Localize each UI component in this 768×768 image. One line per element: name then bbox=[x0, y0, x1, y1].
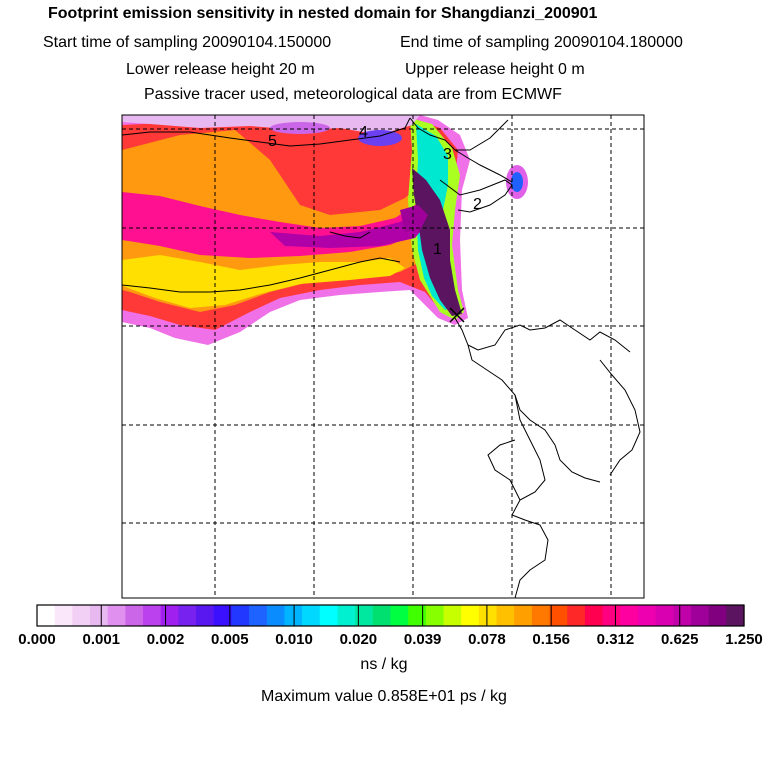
lat-lon-grid bbox=[122, 115, 644, 598]
colorbar-swatch bbox=[726, 605, 745, 626]
colorbar-tick-label: 0.156 bbox=[532, 631, 570, 648]
colorbar-swatch bbox=[390, 605, 409, 626]
colorbar-tick-label: 0.010 bbox=[275, 631, 313, 648]
colorbar bbox=[36, 604, 745, 627]
start-time-label: Start time of sampling 20090104.150000 bbox=[43, 34, 332, 51]
colorbar-units: ns / kg bbox=[360, 656, 408, 673]
border-central bbox=[329, 231, 371, 239]
border-north bbox=[122, 117, 411, 147]
footprint-field bbox=[122, 115, 528, 345]
colorbar-swatch bbox=[107, 605, 126, 626]
footprint-top-blob bbox=[358, 130, 402, 146]
colorbar-tick-label: 0.625 bbox=[660, 631, 699, 648]
footprint-plume-yellow bbox=[122, 255, 405, 308]
release-site-marker bbox=[449, 307, 465, 323]
colorbar-swatch bbox=[708, 605, 727, 626]
colorbar-swatch bbox=[372, 605, 392, 626]
colorbar-swatch bbox=[584, 605, 604, 626]
trajectory-label-2: 2 bbox=[473, 196, 482, 213]
colorbar-swatch bbox=[637, 605, 657, 626]
colorbar-swatch bbox=[284, 605, 303, 626]
border-inner-mongolia bbox=[122, 257, 401, 293]
colorbar-swatch bbox=[143, 605, 162, 626]
colorbar-tick-label: 0.005 bbox=[211, 631, 249, 648]
trajectory-label-1: 1 bbox=[433, 241, 442, 258]
colorbar-swatch bbox=[249, 605, 268, 626]
footprint-top-blob-2 bbox=[270, 122, 330, 134]
colorbar-swatch bbox=[496, 605, 515, 626]
colorbar-swatch bbox=[90, 605, 109, 626]
colorbar-swatch bbox=[673, 605, 692, 626]
coastline-shandong bbox=[454, 317, 631, 353]
colorbar-swatch bbox=[461, 605, 480, 626]
colorbar-swatch bbox=[408, 605, 427, 626]
colorbar-swatch bbox=[213, 605, 233, 626]
colorbar-swatch bbox=[37, 605, 56, 626]
colorbar-swatch bbox=[178, 605, 197, 626]
colorbar-swatch bbox=[160, 605, 180, 626]
coastlines bbox=[122, 117, 641, 598]
colorbar-tick-label: 0.001 bbox=[82, 631, 121, 648]
colorbar-swatch bbox=[319, 605, 339, 626]
colorbar-swatch bbox=[337, 605, 356, 626]
footprint-plume-purple bbox=[270, 212, 428, 248]
colorbar-swatch bbox=[196, 605, 215, 626]
colorbar-swatch bbox=[443, 605, 462, 626]
footprint-core bbox=[412, 168, 462, 316]
colorbar-swatch bbox=[531, 605, 551, 626]
colorbar-swatch bbox=[266, 605, 286, 626]
colorbar-frame bbox=[36, 604, 745, 627]
lower-height-label: Lower release height 20 m bbox=[126, 61, 315, 78]
trajectory-label-5: 5 bbox=[268, 133, 277, 150]
plot-title: Footprint emission sensitivity in nested… bbox=[48, 5, 598, 22]
trajectory-label-4: 4 bbox=[359, 124, 368, 141]
colorbar-tick-label: 0.002 bbox=[146, 631, 185, 648]
map-frame bbox=[121, 114, 645, 599]
colorbar-swatch bbox=[302, 605, 321, 626]
colorbar-swatch bbox=[602, 605, 621, 626]
colorbar-swatch bbox=[690, 605, 710, 626]
colorbar-swatch bbox=[72, 605, 91, 626]
colorbar-swatch bbox=[231, 605, 250, 626]
footprint-top-streak bbox=[122, 115, 420, 135]
colorbar-tick-label: 0.078 bbox=[468, 631, 506, 648]
colorbar-swatch bbox=[425, 605, 445, 626]
colorbar-swatch bbox=[514, 605, 533, 626]
tracer-note: Passive tracer used, meteorological data… bbox=[144, 86, 562, 103]
footprint-core-edge bbox=[400, 205, 428, 232]
colorbar-tick-label: 0.000 bbox=[18, 631, 56, 648]
colorbar-swatch bbox=[478, 605, 498, 626]
footprint-blob-core bbox=[511, 172, 523, 192]
colorbar-swatch bbox=[549, 605, 568, 626]
colorbar-swatch bbox=[125, 605, 144, 626]
colorbar-swatch bbox=[620, 605, 639, 626]
end-time-label: End time of sampling 20090104.180000 bbox=[400, 34, 683, 51]
colorbar-swatch bbox=[355, 605, 374, 626]
colorbar-swatch bbox=[54, 605, 73, 626]
upper-height-label: Upper release height 0 m bbox=[405, 61, 585, 78]
colorbar-swatch bbox=[567, 605, 586, 626]
colorbar-swatch bbox=[655, 605, 674, 626]
coastline-peninsula bbox=[487, 439, 521, 501]
coastline-east bbox=[467, 344, 601, 483]
trajectory-label-3: 3 bbox=[443, 146, 452, 163]
colorbar-tick-label: 0.039 bbox=[403, 631, 442, 648]
maximum-value-label: Maximum value 0.858E+01 ps / kg bbox=[261, 688, 507, 705]
coastline-bohai-north bbox=[455, 119, 509, 151]
coastline-korea bbox=[599, 359, 641, 476]
colorbar-tick-label: 0.020 bbox=[339, 631, 378, 648]
colorbar-tick-label: 1.250 bbox=[725, 631, 763, 648]
colorbar-tick-label: 0.312 bbox=[596, 631, 635, 648]
